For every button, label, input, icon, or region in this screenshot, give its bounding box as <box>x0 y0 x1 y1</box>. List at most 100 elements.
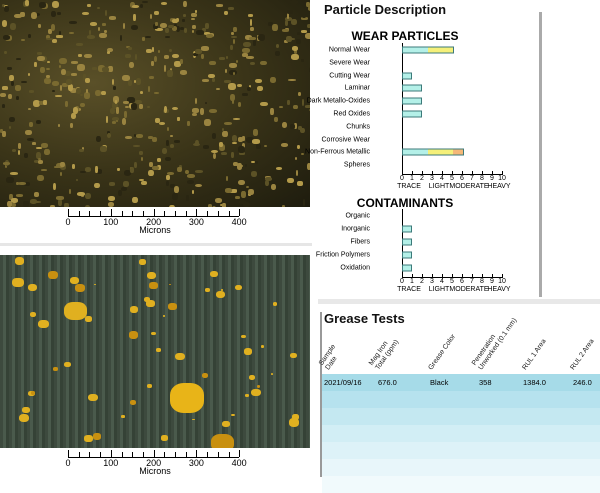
particle-spot <box>94 284 96 286</box>
texture-speck <box>108 196 115 201</box>
wear_particles-bar <box>402 98 422 105</box>
texture-speck <box>34 62 36 67</box>
axis-tick-label: 3 <box>430 278 434 285</box>
texture-speck <box>274 117 278 122</box>
particle-spot <box>64 362 71 367</box>
empty-table-row[interactable] <box>322 476 600 493</box>
scale-tick <box>79 452 80 457</box>
texture-speck <box>51 24 56 31</box>
particle-spot <box>168 303 177 310</box>
texture-speck <box>131 103 137 110</box>
texture-speck <box>57 12 60 15</box>
texture-speck <box>215 198 222 203</box>
texture-speck <box>238 102 241 107</box>
texture-speck <box>59 65 61 68</box>
texture-speck <box>123 181 129 187</box>
texture-speck <box>238 137 243 142</box>
axis-tick-label: 4 <box>440 278 444 285</box>
texture-speck <box>192 108 199 112</box>
texture-speck <box>155 22 157 26</box>
texture-speck <box>2 131 5 137</box>
wear_particles-bar <box>402 72 412 79</box>
scale-tick <box>196 209 197 216</box>
texture-speck <box>146 49 152 53</box>
texture-speck <box>16 194 24 197</box>
texture-speck <box>281 143 288 147</box>
particle-spot <box>139 259 146 265</box>
empty-table-row[interactable] <box>322 459 600 476</box>
contaminants-label: Oxidation <box>340 265 370 272</box>
particle-spot <box>130 400 136 405</box>
texture-speck <box>258 34 266 41</box>
axis-level-label: MODERATE <box>449 286 488 293</box>
texture-speck <box>256 144 261 149</box>
texture-speck <box>70 123 73 128</box>
bar-segment <box>403 253 411 258</box>
texture-speck <box>250 62 255 65</box>
texture-speck <box>65 101 68 106</box>
particle-spot <box>210 271 218 277</box>
texture-speck <box>145 36 151 39</box>
texture-speck <box>52 1 59 8</box>
texture-speck <box>172 19 178 24</box>
axis-tick-label: 6 <box>460 278 464 285</box>
texture-speck <box>291 54 298 60</box>
texture-speck <box>237 84 242 88</box>
scale-tick <box>122 452 123 457</box>
texture-speck <box>34 192 39 197</box>
grease-tests-title: Grease Tests <box>324 311 405 326</box>
particle-spot <box>222 421 230 427</box>
texture-speck <box>219 57 225 60</box>
texture-speck <box>147 106 149 109</box>
empty-table-row[interactable] <box>322 442 600 459</box>
particle-spot <box>271 373 274 375</box>
axis-tick-label: 10 <box>498 278 506 285</box>
texture-speck <box>243 42 251 47</box>
texture-speck <box>148 86 150 92</box>
scale-tick <box>239 450 240 457</box>
empty-table-row[interactable] <box>322 408 600 425</box>
texture-speck <box>172 107 179 111</box>
texture-speck <box>177 167 182 173</box>
scale-tick <box>229 211 230 216</box>
texture-speck <box>291 19 297 25</box>
texture-speck <box>245 164 247 167</box>
axis-tick-label: 8 <box>480 278 484 285</box>
texture-speck <box>239 152 245 155</box>
texture-speck <box>4 6 9 12</box>
texture-speck <box>253 129 258 135</box>
texture-speck <box>136 78 141 85</box>
texture-speck <box>287 178 293 183</box>
axis-tick-label: 1 <box>410 278 414 285</box>
empty-table-row[interactable] <box>322 425 600 442</box>
particle-spot <box>28 284 37 291</box>
scale-tick <box>79 211 80 216</box>
particle-spot <box>249 375 255 380</box>
texture-speck <box>85 205 90 207</box>
texture-speck <box>73 107 78 114</box>
texture-speck <box>191 18 195 21</box>
particle-spot <box>205 288 210 292</box>
texture-speck <box>205 23 209 29</box>
texture-speck <box>56 35 63 37</box>
texture-speck <box>72 164 75 169</box>
axis-tick-label: 8 <box>480 175 484 182</box>
texture-speck <box>192 113 197 116</box>
texture-speck <box>166 140 169 146</box>
texture-speck <box>101 91 106 95</box>
column-header: Penetration Unworked (0.1 mm) <box>471 312 519 372</box>
empty-table-row[interactable] <box>322 391 600 408</box>
texture-speck <box>30 199 37 204</box>
texture-speck <box>252 139 260 144</box>
texture-speck <box>292 46 299 51</box>
texture-speck <box>109 16 117 19</box>
texture-speck <box>248 14 253 17</box>
texture-speck <box>231 152 234 158</box>
texture-speck <box>59 31 61 35</box>
texture-speck <box>271 184 276 190</box>
texture-speck <box>221 152 227 155</box>
texture-speck <box>55 95 61 97</box>
wear_particles-label: Normal Wear <box>329 47 370 54</box>
scale-label: 400 <box>232 458 247 468</box>
